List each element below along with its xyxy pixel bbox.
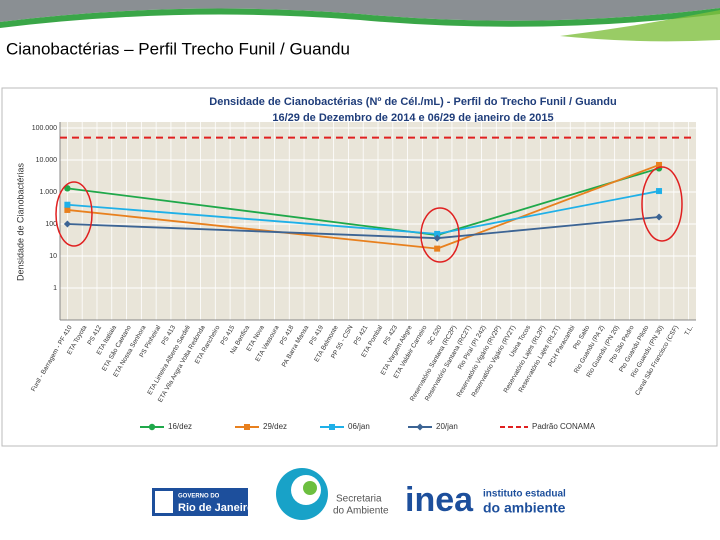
series-connector <box>67 203 438 235</box>
point <box>656 161 663 168</box>
legend-label: 29/dez <box>263 422 287 431</box>
point <box>434 230 441 237</box>
y-tick-label: 10.000 <box>36 157 58 164</box>
legend-label: 20/jan <box>436 422 458 431</box>
logo-text: Secretaria <box>336 494 382 505</box>
series-connector <box>67 187 438 236</box>
y-tick-label: 100 <box>45 221 57 228</box>
chart-subtitle: 16/29 de Dezembro de 2014 e 06/29 de jan… <box>272 112 553 124</box>
x-tick-label: T.L. <box>684 324 695 337</box>
series-connector <box>67 223 438 240</box>
point <box>64 206 71 213</box>
y-tick-label: 1.000 <box>39 189 57 196</box>
point <box>148 423 156 431</box>
point <box>434 245 441 252</box>
point <box>416 423 424 431</box>
logo-text: instituto estadual <box>483 489 566 500</box>
header-decoration <box>0 0 720 42</box>
chart-title: Densidade de Cianobactérias (Nº de Cél./… <box>209 96 616 108</box>
point <box>656 188 663 195</box>
point <box>64 185 71 192</box>
y-tick-label: 10 <box>49 253 57 260</box>
legend-label: 16/dez <box>168 422 192 431</box>
y-axis-label: Densidade de Cianobactérias <box>15 162 25 281</box>
point <box>244 424 250 430</box>
point <box>64 201 71 208</box>
series-connector <box>437 216 660 240</box>
logo-text: Rio de Janeiro <box>178 502 254 514</box>
logo-text: do Ambiente <box>333 506 389 517</box>
point <box>329 424 335 430</box>
slide-title: Cianobactérias – Perfil Trecho Funil / G… <box>6 39 350 58</box>
y-tick-label: 1 <box>53 285 57 292</box>
point <box>655 213 663 221</box>
logo-text: inea <box>405 481 474 519</box>
series-connector <box>67 209 438 250</box>
logo-text: GOVERNO DO <box>178 494 220 500</box>
point <box>63 220 71 228</box>
highlight-circles <box>55 166 683 263</box>
legend-label: Padrão CONAMA <box>532 422 596 431</box>
legend-label: 06/jan <box>348 422 370 431</box>
series-connector <box>436 190 660 235</box>
y-tick-label: 100.000 <box>32 125 57 132</box>
logos: GOVERNO DO Rio de Janeiro Secretaria do … <box>152 468 566 520</box>
point <box>433 234 441 242</box>
logo-text: do ambiente <box>483 500 566 516</box>
